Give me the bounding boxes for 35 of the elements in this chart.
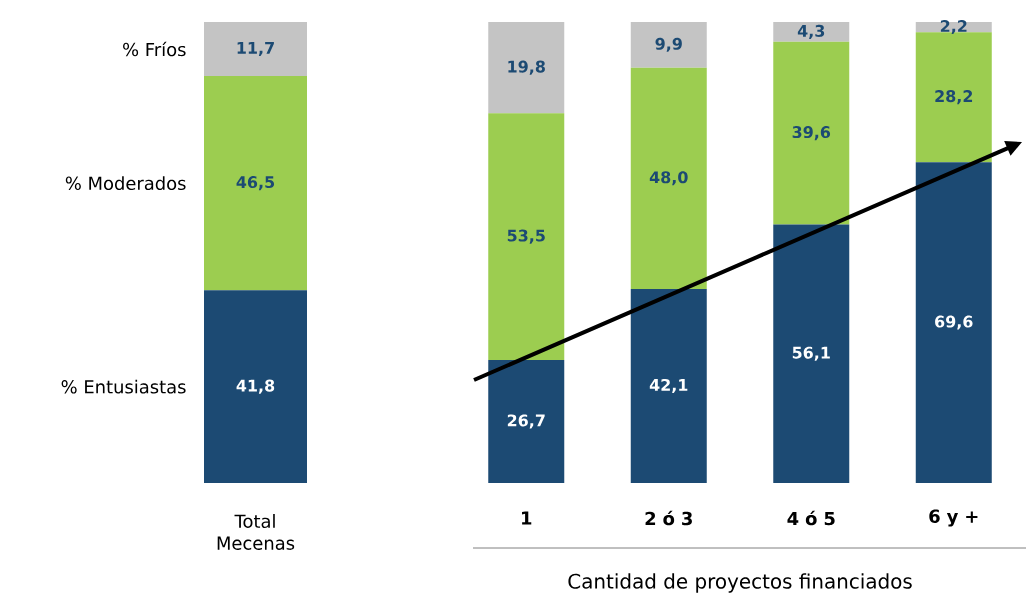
bar	[915, 162, 992, 483]
data-label: 39,6	[792, 126, 831, 141]
data-label: 46,5	[236, 176, 275, 191]
bar	[488, 22, 565, 114]
x-tick-label: 4 ó 5	[787, 510, 835, 526]
x-tick-label: Total Mecenas	[217, 514, 295, 550]
x-axis-title: Cantidad de proyectos financiados	[568, 573, 912, 593]
data-label: 41,8	[236, 379, 275, 394]
series-label: % Fríos	[123, 41, 186, 57]
bar	[630, 67, 707, 289]
bar	[488, 359, 565, 483]
data-label: 53,5	[507, 229, 545, 244]
series-label: % Moderados	[65, 176, 186, 191]
x-tick-label: 1	[522, 511, 532, 525]
data-label: 4,3	[797, 24, 825, 39]
data-label: 56,1	[792, 346, 830, 361]
bar	[773, 41, 850, 225]
data-label: 42,1	[649, 378, 688, 394]
data-label: 9,9	[655, 37, 682, 52]
data-label: 19,8	[508, 60, 545, 75]
bar	[630, 22, 707, 68]
data-label: 26,7	[507, 414, 545, 429]
bar	[773, 224, 850, 483]
data-label: 2,2	[940, 20, 967, 35]
data-label: 69,6	[935, 315, 973, 330]
data-label: 11,7	[237, 42, 274, 56]
x-tick-label: 2 ó 3	[645, 510, 692, 526]
bar	[915, 32, 992, 163]
x-tick-label: 6 y +	[929, 509, 978, 527]
bar	[773, 22, 850, 42]
series-label: % Entusiastas	[61, 379, 186, 394]
bar	[488, 113, 565, 360]
bar	[630, 288, 707, 483]
data-label: 28,2	[935, 90, 973, 105]
data-label: 48,0	[649, 171, 688, 186]
